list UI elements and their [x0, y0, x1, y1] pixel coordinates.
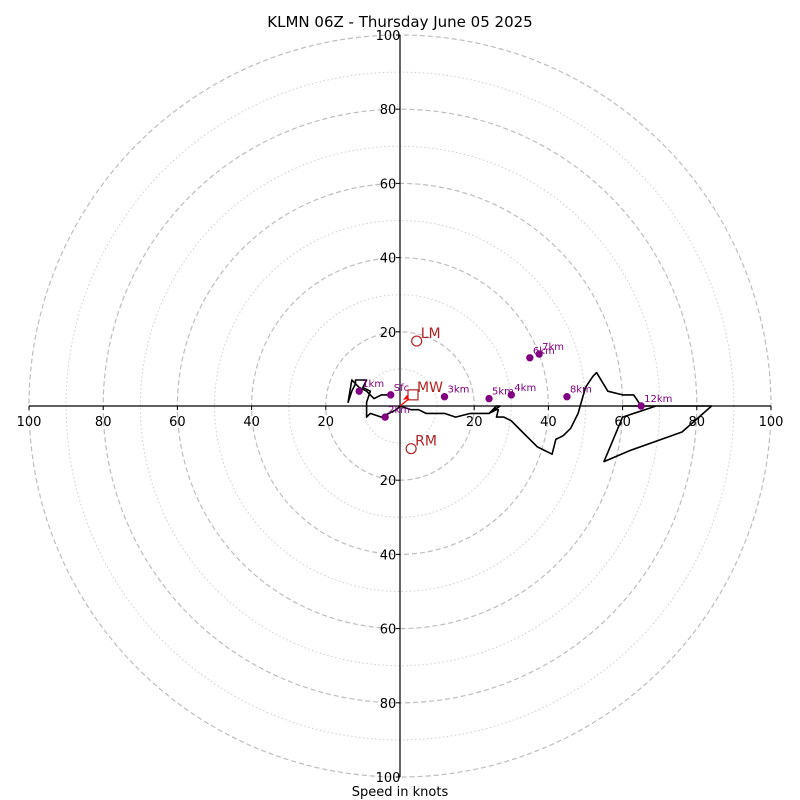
- y-tick-label: 40: [380, 548, 397, 563]
- height-label-1km: 1km: [362, 379, 384, 390]
- lm-marker: [411, 335, 423, 347]
- height-marker-3km: [440, 393, 449, 401]
- height-label-3km: 3km: [448, 385, 470, 396]
- x-tick-label: 60: [169, 415, 186, 430]
- x-tick-label: 20: [318, 415, 335, 430]
- height-label-7km: 7km: [542, 342, 564, 353]
- hodograph-trace: [347, 371, 713, 463]
- mw-label: MW: [417, 380, 443, 396]
- storm-motion-markers: LM RM MW: [399, 326, 443, 455]
- mean-wind-marker: [407, 389, 419, 401]
- height-marker-sfc: [387, 391, 395, 399]
- hodograph-line: [347, 371, 713, 463]
- height-marker-8km: [563, 393, 571, 401]
- y-tick-label: 40: [380, 252, 397, 267]
- height-marker-5km: [485, 394, 493, 403]
- height-marker-7km: [535, 350, 543, 358]
- rm-label: RM: [415, 434, 437, 450]
- chart-title: KLMN 06Z - Thursday June 05 2025: [267, 13, 532, 31]
- lm-label: LM: [421, 326, 441, 342]
- x-tick-label: 100: [17, 415, 42, 430]
- y-tick-label: 100: [376, 771, 401, 786]
- x-tick-label: 100: [759, 415, 784, 430]
- x-tick-label: 80: [95, 415, 112, 430]
- height-label-sfc: Sfc: [394, 383, 409, 394]
- height-marker-6km: [526, 354, 534, 362]
- y-tick-label: 20: [380, 474, 397, 489]
- y-tick-label: 60: [380, 623, 397, 638]
- height-marker-2km: [381, 413, 389, 421]
- height-marker-4km: [507, 391, 515, 399]
- mean-wind-arrow: [399, 398, 410, 407]
- height-label-5km: 5km: [492, 387, 514, 398]
- y-tick-label: 80: [380, 697, 397, 712]
- tick-labels: 100 80 60 40 20 20 40 60 80 100100806040202040608…: [17, 29, 784, 786]
- y-tick-label: 60: [380, 177, 397, 192]
- height-label-6km: 6km: [533, 346, 555, 357]
- height-label-4km: 4km: [514, 383, 536, 394]
- rm-marker: [405, 443, 417, 455]
- x-tick-label: 20: [466, 415, 483, 430]
- y-tick-label: 20: [380, 326, 397, 341]
- height-marker-12km: [637, 402, 645, 410]
- y-tick-label: 100: [376, 29, 401, 44]
- y-tick-label: 80: [380, 103, 397, 118]
- x-tick-label: 80: [689, 415, 706, 430]
- x-axis-label: Speed in knots: [352, 785, 449, 800]
- x-tick-label: 40: [243, 415, 260, 430]
- x-tick-label: 40: [540, 415, 557, 430]
- height-label-2km: 2km: [388, 405, 410, 416]
- height-label-8km: 8km: [570, 385, 592, 396]
- height-label-12km: 12km: [644, 394, 672, 405]
- height-marker-1km: [355, 387, 363, 395]
- mean-wind-arrowhead: [402, 394, 409, 400]
